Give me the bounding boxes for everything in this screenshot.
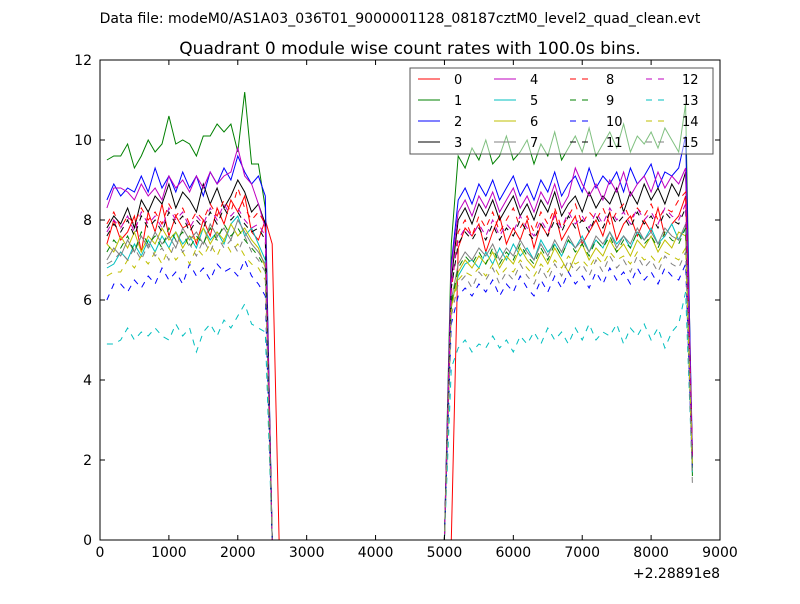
chart-title: Quadrant 0 module wise count rates with … [179, 39, 640, 59]
legend-label-1: 1 [454, 94, 462, 109]
y-tick-label: 2 [83, 453, 92, 469]
series-line-10 [106, 258, 693, 541]
x-tick-label: 0 [96, 545, 105, 561]
series-line-12 [106, 202, 693, 541]
legend-label-6: 6 [530, 115, 538, 130]
legend-label-12: 12 [682, 73, 699, 88]
legend-label-9: 9 [606, 94, 614, 109]
series-line-7 [106, 218, 693, 541]
series-line-14 [106, 238, 693, 541]
series-line-6 [106, 222, 693, 541]
legend-label-2: 2 [454, 115, 462, 130]
series-line-4 [106, 146, 693, 541]
series-line-3 [106, 171, 693, 541]
legend-label-3: 3 [454, 136, 462, 151]
x-offset-label: +2.28891e8 [633, 566, 720, 582]
legend-label-14: 14 [682, 115, 699, 130]
x-tick-label: 3000 [289, 545, 325, 561]
x-tick-label: 8000 [633, 545, 669, 561]
series-line-1 [106, 91, 693, 541]
suptitle: Data file: modeM0/AS1A03_036T01_90000011… [100, 11, 701, 27]
series-line-9 [106, 222, 693, 541]
legend-frame [409, 67, 714, 155]
y-tick-label: 6 [83, 293, 92, 309]
y-tick-label: 12 [74, 53, 92, 69]
series-line-15 [106, 234, 693, 541]
axes-group: 0 1000 2000 3000 4000 5000 6000 7000 8000 9000 0 2 4… [74, 53, 738, 561]
series-line-5 [106, 215, 693, 541]
x-tick-label: 6000 [496, 545, 532, 561]
series-line-11 [106, 206, 693, 541]
legend-label-5: 5 [530, 94, 538, 109]
y-tick-label: 0 [83, 533, 92, 549]
series-line-0 [106, 194, 693, 541]
x-tick-label: 4000 [358, 545, 394, 561]
legend-label-4: 4 [530, 73, 538, 88]
series-line-13 [106, 291, 693, 541]
legend-label-8: 8 [606, 73, 614, 88]
x-tick-label: 1000 [151, 545, 187, 561]
y-tick-label: 10 [74, 133, 92, 149]
x-tick-label: 2000 [220, 545, 256, 561]
legend-label-7: 7 [530, 136, 538, 151]
x-tick-label: 5000 [427, 545, 463, 561]
legend-label-15: 15 [682, 136, 699, 151]
legend-label-13: 13 [682, 94, 699, 109]
legend-label-10: 10 [606, 115, 623, 130]
y-tick-label: 8 [83, 213, 92, 229]
legend-label-0: 0 [454, 73, 462, 88]
legend-label-11: 11 [606, 136, 623, 151]
x-tick-label: 9000 [702, 545, 738, 561]
x-tick-label: 7000 [564, 545, 600, 561]
y-tick-label: 4 [83, 373, 92, 389]
series-group [106, 91, 693, 541]
